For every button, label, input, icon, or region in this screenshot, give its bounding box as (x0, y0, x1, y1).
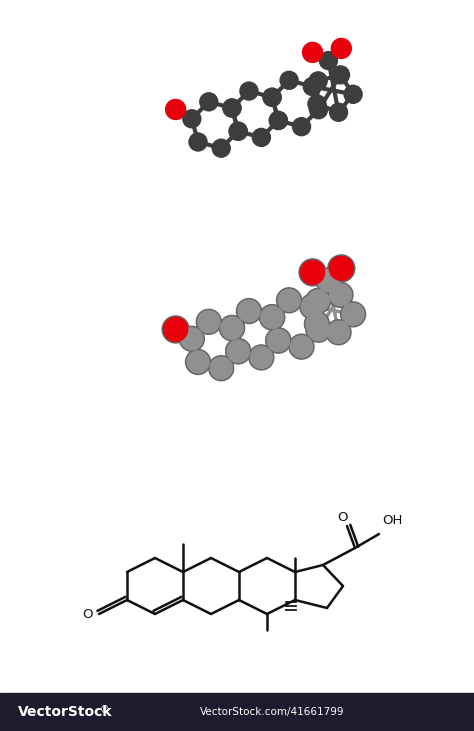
Circle shape (269, 111, 287, 129)
Circle shape (266, 328, 291, 353)
Circle shape (260, 305, 284, 330)
Circle shape (316, 268, 341, 293)
Circle shape (223, 99, 241, 117)
Circle shape (301, 295, 323, 317)
Circle shape (261, 306, 283, 328)
Circle shape (303, 77, 321, 96)
Circle shape (341, 302, 365, 327)
Circle shape (263, 88, 281, 106)
Text: VectorStock.com/41661799: VectorStock.com/41661799 (200, 707, 345, 717)
Circle shape (226, 338, 251, 364)
Circle shape (289, 334, 314, 359)
Circle shape (219, 316, 245, 341)
Circle shape (212, 139, 230, 157)
Circle shape (263, 88, 281, 106)
Circle shape (344, 86, 362, 103)
Circle shape (328, 255, 355, 282)
Circle shape (164, 317, 188, 341)
Circle shape (278, 289, 300, 311)
Text: O: O (82, 608, 93, 621)
Text: OH: OH (382, 513, 402, 526)
Circle shape (310, 101, 328, 118)
Circle shape (162, 316, 189, 343)
Circle shape (299, 259, 326, 286)
Circle shape (319, 52, 337, 69)
Circle shape (250, 346, 273, 368)
Circle shape (210, 357, 232, 379)
Circle shape (240, 82, 258, 100)
Circle shape (267, 330, 289, 352)
Circle shape (269, 111, 287, 129)
Circle shape (280, 72, 298, 89)
Circle shape (198, 311, 220, 333)
Circle shape (277, 288, 301, 313)
Circle shape (219, 316, 245, 341)
Circle shape (221, 317, 243, 339)
Circle shape (237, 298, 262, 324)
Circle shape (209, 356, 234, 381)
Circle shape (227, 340, 249, 363)
Bar (0, 693, 474, 731)
Circle shape (304, 311, 329, 336)
Circle shape (292, 118, 310, 136)
Circle shape (181, 327, 203, 350)
Circle shape (306, 288, 331, 314)
Circle shape (308, 95, 326, 113)
Circle shape (227, 340, 249, 363)
Circle shape (307, 290, 329, 312)
Circle shape (179, 326, 204, 352)
Circle shape (266, 328, 291, 353)
Circle shape (300, 294, 325, 319)
Circle shape (329, 257, 353, 281)
Circle shape (229, 122, 247, 140)
Circle shape (221, 317, 243, 339)
Circle shape (342, 303, 364, 325)
Circle shape (261, 306, 283, 328)
Circle shape (223, 99, 241, 117)
Circle shape (189, 133, 207, 151)
Circle shape (229, 122, 247, 140)
Circle shape (185, 349, 210, 374)
Circle shape (306, 317, 331, 342)
Circle shape (226, 338, 251, 364)
Circle shape (187, 351, 209, 373)
Circle shape (165, 99, 186, 119)
Circle shape (260, 305, 284, 330)
Circle shape (326, 319, 351, 345)
Circle shape (249, 345, 274, 370)
Circle shape (331, 66, 349, 84)
Circle shape (328, 282, 353, 308)
Circle shape (309, 72, 327, 90)
Circle shape (328, 321, 349, 344)
Circle shape (291, 336, 312, 357)
Circle shape (308, 319, 329, 341)
Circle shape (252, 129, 270, 146)
Circle shape (306, 313, 328, 335)
Circle shape (238, 300, 260, 322)
Circle shape (200, 93, 218, 111)
Circle shape (267, 330, 289, 352)
Circle shape (301, 260, 325, 284)
Circle shape (329, 284, 352, 306)
Text: ®: ® (100, 705, 110, 715)
Circle shape (329, 103, 347, 121)
Circle shape (183, 110, 201, 128)
Text: VectorStock: VectorStock (18, 705, 112, 719)
Text: O: O (338, 511, 348, 524)
Circle shape (302, 42, 322, 62)
Circle shape (318, 270, 339, 292)
Circle shape (196, 309, 221, 334)
Circle shape (331, 39, 351, 58)
